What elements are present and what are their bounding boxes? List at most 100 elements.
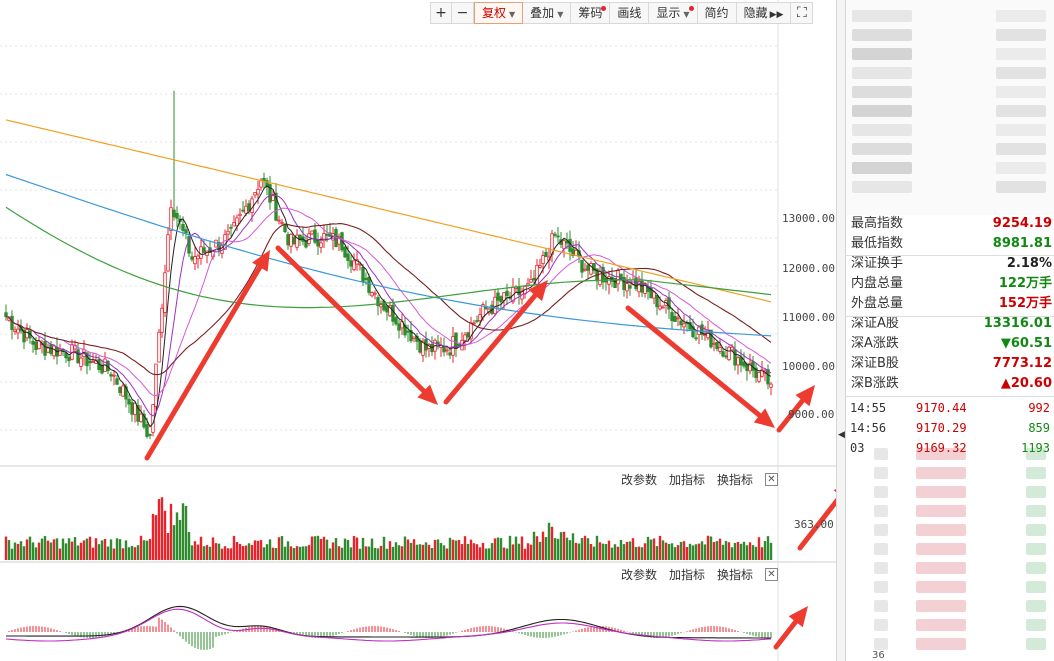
candle-body bbox=[292, 236, 296, 245]
volume-bar bbox=[226, 548, 230, 560]
blurred-text bbox=[996, 86, 1046, 98]
volume-bar bbox=[298, 546, 302, 560]
overlay-button[interactable]: 叠加 ▼ bbox=[523, 2, 572, 24]
simple-mode-button[interactable]: 简约 bbox=[697, 2, 737, 24]
blurred-text bbox=[874, 581, 888, 593]
volume-bar bbox=[109, 539, 113, 560]
trade-price: 9169.32 bbox=[916, 441, 967, 455]
candle-body bbox=[742, 361, 746, 367]
volume-bar bbox=[628, 541, 632, 560]
volume-bar bbox=[586, 538, 590, 560]
candle-body bbox=[349, 260, 353, 267]
candle-body bbox=[190, 256, 194, 260]
volume-bar bbox=[391, 546, 395, 560]
volume-bar bbox=[337, 546, 341, 560]
zoom-in-button[interactable]: + bbox=[430, 2, 452, 24]
hide-button[interactable]: 隐藏 ▶▶ bbox=[736, 2, 792, 24]
candle-body bbox=[391, 304, 395, 322]
candle-body bbox=[52, 345, 56, 357]
volume-bar bbox=[544, 537, 548, 560]
volume-bar bbox=[556, 538, 560, 560]
volume-bar bbox=[703, 544, 707, 560]
volume-bar bbox=[16, 543, 20, 560]
candle-body bbox=[184, 229, 188, 234]
display-button[interactable]: 显示 ▼ bbox=[649, 2, 698, 24]
blurred-text bbox=[874, 638, 888, 650]
close-icon[interactable]: ✕ bbox=[765, 568, 778, 581]
volume-bar bbox=[52, 539, 56, 560]
volume-bar bbox=[496, 537, 500, 560]
volume-bar bbox=[76, 545, 80, 560]
chip-button[interactable]: 筹码 bbox=[571, 2, 611, 24]
candle-body bbox=[769, 383, 773, 388]
stat-row: 外盘总量 152万手 bbox=[846, 294, 1054, 314]
volume-bar bbox=[10, 548, 14, 560]
candle-body bbox=[412, 336, 416, 339]
trade-price: 9170.29 bbox=[916, 421, 967, 435]
candle-body bbox=[241, 209, 245, 212]
candle-body bbox=[628, 285, 632, 289]
volume-bar bbox=[46, 540, 50, 560]
kline-chart-svg[interactable] bbox=[0, 0, 836, 661]
volume-bar bbox=[256, 540, 260, 560]
volume-bar bbox=[715, 541, 719, 560]
swap-indicator-button[interactable]: 换指标 bbox=[716, 568, 753, 582]
swap-indicator-button[interactable]: 换指标 bbox=[716, 473, 753, 487]
volume-bar bbox=[439, 543, 443, 560]
volume-bar bbox=[13, 542, 17, 560]
params-button[interactable]: 改参数 bbox=[620, 473, 657, 487]
chevron-down-icon: ▼ bbox=[557, 10, 564, 19]
volume-bar bbox=[184, 505, 188, 560]
volume-bar bbox=[28, 536, 32, 560]
zoom-out-button[interactable]: − bbox=[452, 2, 474, 24]
stat-label: 深A涨跌 bbox=[851, 336, 899, 351]
candle-body bbox=[136, 404, 140, 422]
trade-volume: 992 bbox=[1028, 401, 1050, 415]
volume-bar bbox=[634, 546, 638, 560]
add-indicator-button[interactable]: 加指标 bbox=[668, 473, 705, 487]
volume-bar bbox=[193, 541, 197, 560]
volume-bar bbox=[268, 539, 272, 560]
candle-body bbox=[196, 255, 200, 260]
chart-area[interactable]: + − 复权 ▼ 叠加 ▼ 筹码 画线 显示 ▼ 简约 隐藏 ▶▶ ⛶ 改参数 加指标 … bbox=[0, 0, 836, 661]
candle-body bbox=[13, 329, 17, 332]
volume-bar bbox=[592, 546, 596, 560]
trend-arrow-line bbox=[773, 619, 799, 650]
trade-volume: 859 bbox=[1028, 421, 1050, 435]
candle-body bbox=[283, 224, 287, 233]
candle-body bbox=[475, 320, 479, 322]
fullscreen-button[interactable]: ⛶ bbox=[791, 2, 814, 24]
volume-bar bbox=[565, 537, 569, 560]
collapse-handle-icon[interactable]: ◀ bbox=[838, 430, 845, 440]
blurred-text bbox=[916, 486, 966, 498]
volume-bar bbox=[553, 538, 557, 560]
volume-bar bbox=[475, 544, 479, 560]
params-button[interactable]: 改参数 bbox=[620, 568, 657, 582]
blurred-text bbox=[874, 486, 888, 498]
volume-bar bbox=[529, 544, 533, 560]
close-icon[interactable]: ✕ bbox=[765, 473, 778, 486]
candle-body bbox=[373, 292, 377, 295]
blurred-text bbox=[874, 619, 888, 631]
candle-body bbox=[316, 239, 320, 247]
stat-value: 9254.19 bbox=[992, 216, 1052, 231]
volume-bar bbox=[460, 544, 464, 560]
candle-body bbox=[148, 434, 152, 436]
candle-body bbox=[544, 251, 548, 257]
candle-body bbox=[199, 246, 203, 259]
fuquan-button[interactable]: 复权 ▼ bbox=[474, 2, 524, 24]
volume-bar bbox=[490, 543, 494, 560]
volume-bar bbox=[415, 544, 419, 560]
panel-splitter[interactable]: ◀ bbox=[836, 0, 846, 661]
blurred-text bbox=[916, 600, 966, 612]
trade-row: 14:56 9170.29 859 bbox=[846, 418, 1054, 438]
volume-bar bbox=[430, 547, 434, 560]
draw-line-button[interactable]: 画线 bbox=[610, 2, 650, 24]
macd-dea-line bbox=[5, 608, 772, 642]
candle-body bbox=[154, 363, 158, 407]
volume-bar bbox=[364, 546, 368, 560]
add-indicator-button[interactable]: 加指标 bbox=[668, 568, 705, 582]
volume-bar bbox=[724, 540, 728, 560]
volume-bar bbox=[532, 531, 536, 560]
volume-indicator-bar: 改参数 加指标 换指标 ✕ bbox=[621, 471, 778, 488]
